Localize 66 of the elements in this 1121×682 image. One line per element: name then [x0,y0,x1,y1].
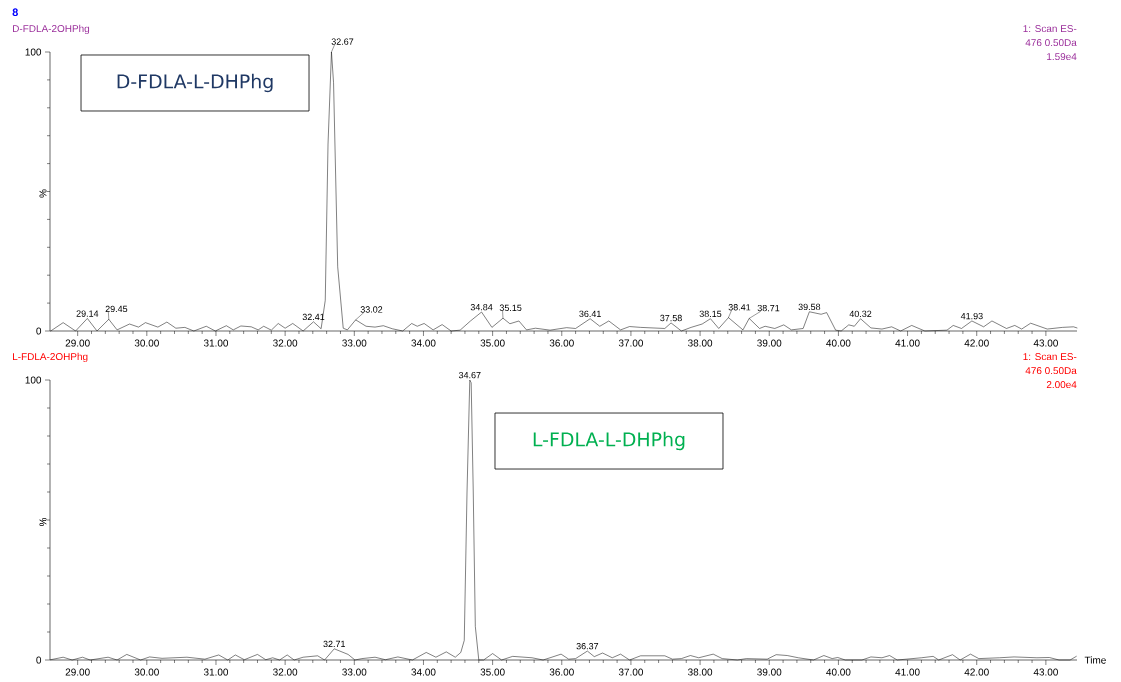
x-tick-label: 39.00 [757,339,782,347]
x-tick-label: 30.00 [134,339,159,347]
annotation: 41.93 [960,312,983,320]
annotation: 29.45 [105,305,128,313]
x-axis-title: Time [1084,656,1106,664]
x-tick-label: 34.00 [411,339,436,347]
x-tick-label: 35.00 [480,668,505,676]
text: 476 0.50Da [1025,39,1077,47]
chart-title: L-FDLA-2OHPhg [13,352,88,363]
annotation: 38.71 [757,304,780,312]
x-tick-label: 37.00 [618,339,644,347]
x-tick-label: 39.00 [757,668,782,676]
y-axis-title: % [39,517,47,527]
annotation: 40.32 [849,310,872,318]
x-tick-label: 32.00 [273,339,298,347]
x-tick-label: 43.00 [1033,339,1058,347]
annotation: 32.67 [331,38,354,45]
x-tick-label: 40.00 [826,339,851,347]
y-axis-title: % [39,189,47,198]
x-tick-label: 32.00 [273,668,298,676]
annotation: 32.71 [323,640,346,648]
x-tick-label: 34.00 [411,668,436,676]
x-tick-label: 29.00 [65,339,90,347]
annotation: 33.02 [360,306,383,313]
annotation: 39.58 [798,303,821,311]
x-tick-label: 36.00 [549,668,574,676]
y-tick-label: 100 [25,48,42,56]
annotation: 32.41 [302,313,325,321]
annotation: 38.15 [699,310,722,318]
text: 1: Scan ES- [1023,25,1077,33]
x-tick-label: 29.00 [65,668,90,676]
x-tick-label: 37.00 [618,668,644,676]
annotation: 34.84 [470,303,493,311]
x-tick-label: 33.00 [342,668,367,676]
x-tick-label: 35.00 [480,339,505,347]
x-tick-label: 36.00 [549,339,574,347]
text: 476 0.50Da [1025,367,1077,375]
annotation: 35.15 [499,304,522,311]
x-tick-label: 42.00 [964,668,989,676]
text: 1: Scan ES- [1023,353,1077,361]
x-tick-label: 33.00 [342,339,367,347]
annotation: 36.41 [579,310,601,318]
x-tick-label: 42.00 [964,339,989,347]
x-tick-label: 43.00 [1033,668,1058,676]
x-tick-label: 41.00 [895,339,920,347]
annotation: 29.14 [76,310,99,317]
annotation: 38.41 [728,304,751,311]
annotation: D-FDLA-L-DHPhg [117,73,273,93]
y-tick-label: 0 [36,327,42,335]
annotation: 1.59e4 [1047,53,1077,61]
annotation: 37.58 [660,314,682,322]
x-tick-label: 40.00 [826,668,851,676]
y-tick-label: 0 [36,656,42,664]
x-tick-label: 38.00 [688,339,713,347]
x-tick-label: 30.00 [134,668,159,676]
y-tick-label: 100 [25,376,42,384]
x-tick-label: 41.00 [895,668,920,676]
annotation: 2.00e4 [1046,381,1077,389]
annotation: L-FDLA-L-DHPhg [533,431,685,451]
annotation: 36.37 [576,643,599,650]
x-tick-label: 38.00 [688,668,713,676]
x-tick-label: 31.00 [203,339,229,347]
x-tick-label: 31.00 [203,668,229,676]
text: 8 [12,8,18,17]
chart-title: D-FDLA-2OHPhg [13,24,90,35]
annotation: 34.67 [458,371,481,379]
